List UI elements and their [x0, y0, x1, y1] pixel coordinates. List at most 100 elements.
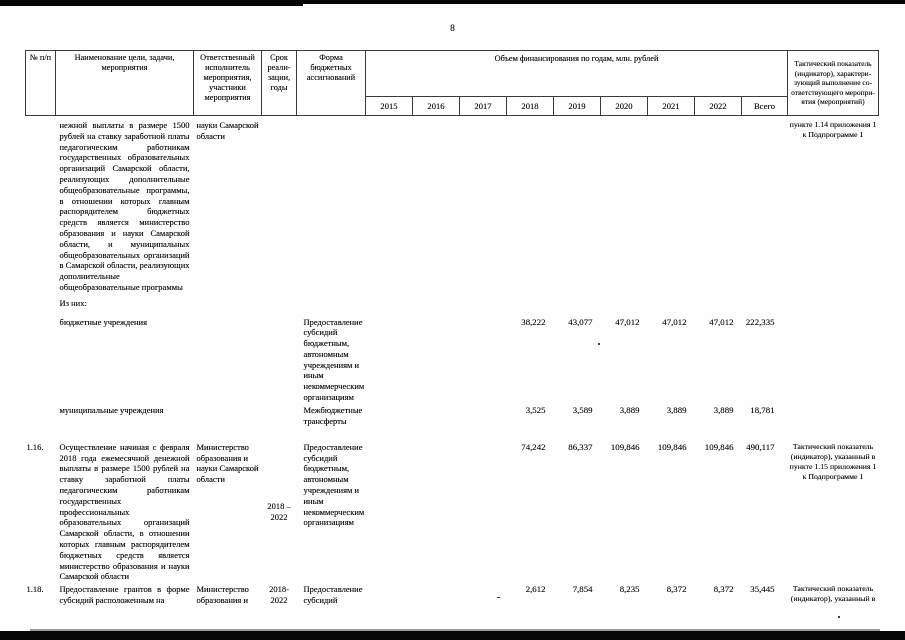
value-2022: 47,012 [709, 316, 734, 327]
value-2022 [695, 116, 742, 297]
row-name: муниципальные учреждения [59, 404, 164, 415]
row-term [262, 316, 297, 404]
table-row-of-which: Из них: [26, 297, 879, 316]
value-2017 [460, 404, 507, 441]
value-2021: 47,012 [662, 316, 687, 327]
value-2022: 109,846 [704, 441, 734, 452]
value-2020: 109,846 [610, 441, 640, 452]
value-2017 [460, 316, 507, 404]
row-tactical-indicator: пункте 1.14 приложения 1 к Подпрограмме … [789, 120, 877, 139]
row-tactical-indicator [788, 404, 879, 441]
row-term [262, 404, 297, 441]
row-name: бюджетные учреждения [59, 316, 148, 327]
value-2018 [507, 116, 554, 297]
value-2020 [601, 116, 648, 297]
scan-artifact-dot [497, 597, 500, 598]
value-2018: 3,525 [525, 404, 546, 415]
value-2020: 3,889 [619, 404, 640, 415]
value-2018: 38,222 [521, 316, 546, 327]
value-total: 490,117 [746, 441, 775, 452]
row-tactical-indicator: Тактический показатель (индикатор), указ… [789, 441, 877, 481]
table-row-1-18: 1.18. Предоставление грантов в форме суб… [26, 583, 879, 640]
row-executor [194, 316, 262, 404]
table-row-budget-institutions: бюджетные учреждения Предоставление субс… [26, 316, 879, 404]
row-tactical-indicator: Тактический показатель (индикатор), указ… [790, 584, 876, 604]
row-executor: Министерство образования и науки Самарск… [196, 441, 259, 485]
value-2017 [460, 116, 507, 297]
value-2016 [413, 116, 460, 297]
value-2016 [413, 316, 460, 404]
value-2022: 8,372 [713, 584, 734, 595]
year-header-2020: 2020 [600, 96, 648, 116]
row-name: Осуществление начиная с февраля 2018 год… [59, 441, 190, 582]
row-term: 2018 – 2022 [267, 501, 291, 523]
year-header-2017: 2017 [459, 96, 507, 116]
scan-edge-top-bar [0, 0, 905, 4]
table-header: № п/п Наименование цели, задачи, меропри… [25, 50, 879, 116]
row-term [262, 116, 297, 297]
value-total: 222,335 [745, 316, 775, 327]
year-header-2016: 2016 [412, 96, 460, 116]
value-2015 [366, 316, 413, 404]
value-2021: 8,372 [666, 584, 687, 595]
row-budget-form: Межбюджетные трансферты [303, 404, 363, 426]
value-2019: 43,077 [568, 316, 593, 327]
row-executor: науки Самарской области [196, 120, 259, 141]
header-budget-form-column: Форма бюджетных ассигнований [296, 50, 366, 116]
row-budget-form: Предоставление субсидий [303, 584, 363, 606]
row-tactical-indicator [788, 316, 879, 404]
value-total: 35,445 [750, 584, 775, 595]
financing-table: № п/п Наименование цели, задачи, меропри… [25, 50, 879, 640]
value-2015 [366, 441, 413, 583]
scan-edge-bottom-bar [0, 631, 905, 640]
header-executor-column: Ответственный исполнитель мероприятия, у… [193, 50, 262, 116]
value-total [742, 116, 788, 297]
row-budget-form [297, 116, 366, 297]
value-2018: 74,242 [521, 441, 546, 452]
year-header-2018: 2018 [506, 96, 554, 116]
scan-artifact-dot [838, 616, 840, 618]
header-name-column: Наименование цели, задачи, мероприятия [55, 50, 194, 116]
value-2015 [366, 404, 413, 441]
row-number: 1.18. [26, 584, 44, 595]
value-2021 [648, 116, 695, 297]
value-2021: 3,889 [666, 404, 687, 415]
page-number: 8 [450, 24, 455, 34]
row-executor [194, 404, 262, 441]
value-2019 [554, 116, 601, 297]
row-name: нежной выплаты в размере 1500 рублей на … [59, 120, 190, 292]
table-body: нежной выплаты в размере 1500 рублей на … [26, 116, 879, 640]
table-row-1-16: 1.16. Осуществление начиная с февраля 20… [26, 441, 879, 583]
row-budget-form: Предоставление субсидий бюджетным, автон… [303, 316, 365, 403]
table-row-continuation: нежной выплаты в размере 1500 рублей на … [26, 116, 879, 297]
row-number [26, 404, 56, 441]
year-header-2021: 2021 [647, 96, 695, 116]
row-name: Из них: [59, 297, 87, 308]
year-header-2015: 2015 [365, 96, 413, 116]
value-2017 [460, 441, 507, 583]
table-row-municipal-institutions: муниципальные учреждения Межбюджетные тр… [26, 404, 879, 441]
value-2020: 47,012 [615, 316, 640, 327]
value-2016 [413, 404, 460, 441]
header-term-column: Срок реали- зации, годы [261, 50, 297, 116]
year-header-total: Всего [741, 96, 788, 116]
header-funding-group: Объем финансирования по годам, млн. рубл… [365, 50, 788, 97]
value-total: 18,781 [750, 404, 775, 415]
row-number [26, 316, 56, 404]
row-number: 1.16. [26, 441, 44, 452]
value-2019: 7,854 [572, 584, 593, 595]
value-2022: 3,889 [713, 404, 734, 415]
value-2018: 2,612 [525, 584, 546, 595]
value-2019: 3,589 [572, 404, 593, 415]
scan-edge-top-bar-left [0, 0, 303, 6]
value-2015 [366, 116, 413, 297]
value-2020: 8,235 [619, 584, 640, 595]
scan-artifact-dot [598, 343, 600, 345]
row-name: Предоставление грантов в форме субсидий … [59, 584, 190, 606]
row-budget-form: Предоставление субсидий бюджетным, автон… [303, 441, 365, 528]
row-number [26, 116, 56, 297]
value-2019: 86,337 [568, 441, 593, 452]
scan-edge-bottom-line [30, 629, 880, 631]
header-tactical-column: Тактический показатель (индикатор), хара… [787, 50, 879, 116]
